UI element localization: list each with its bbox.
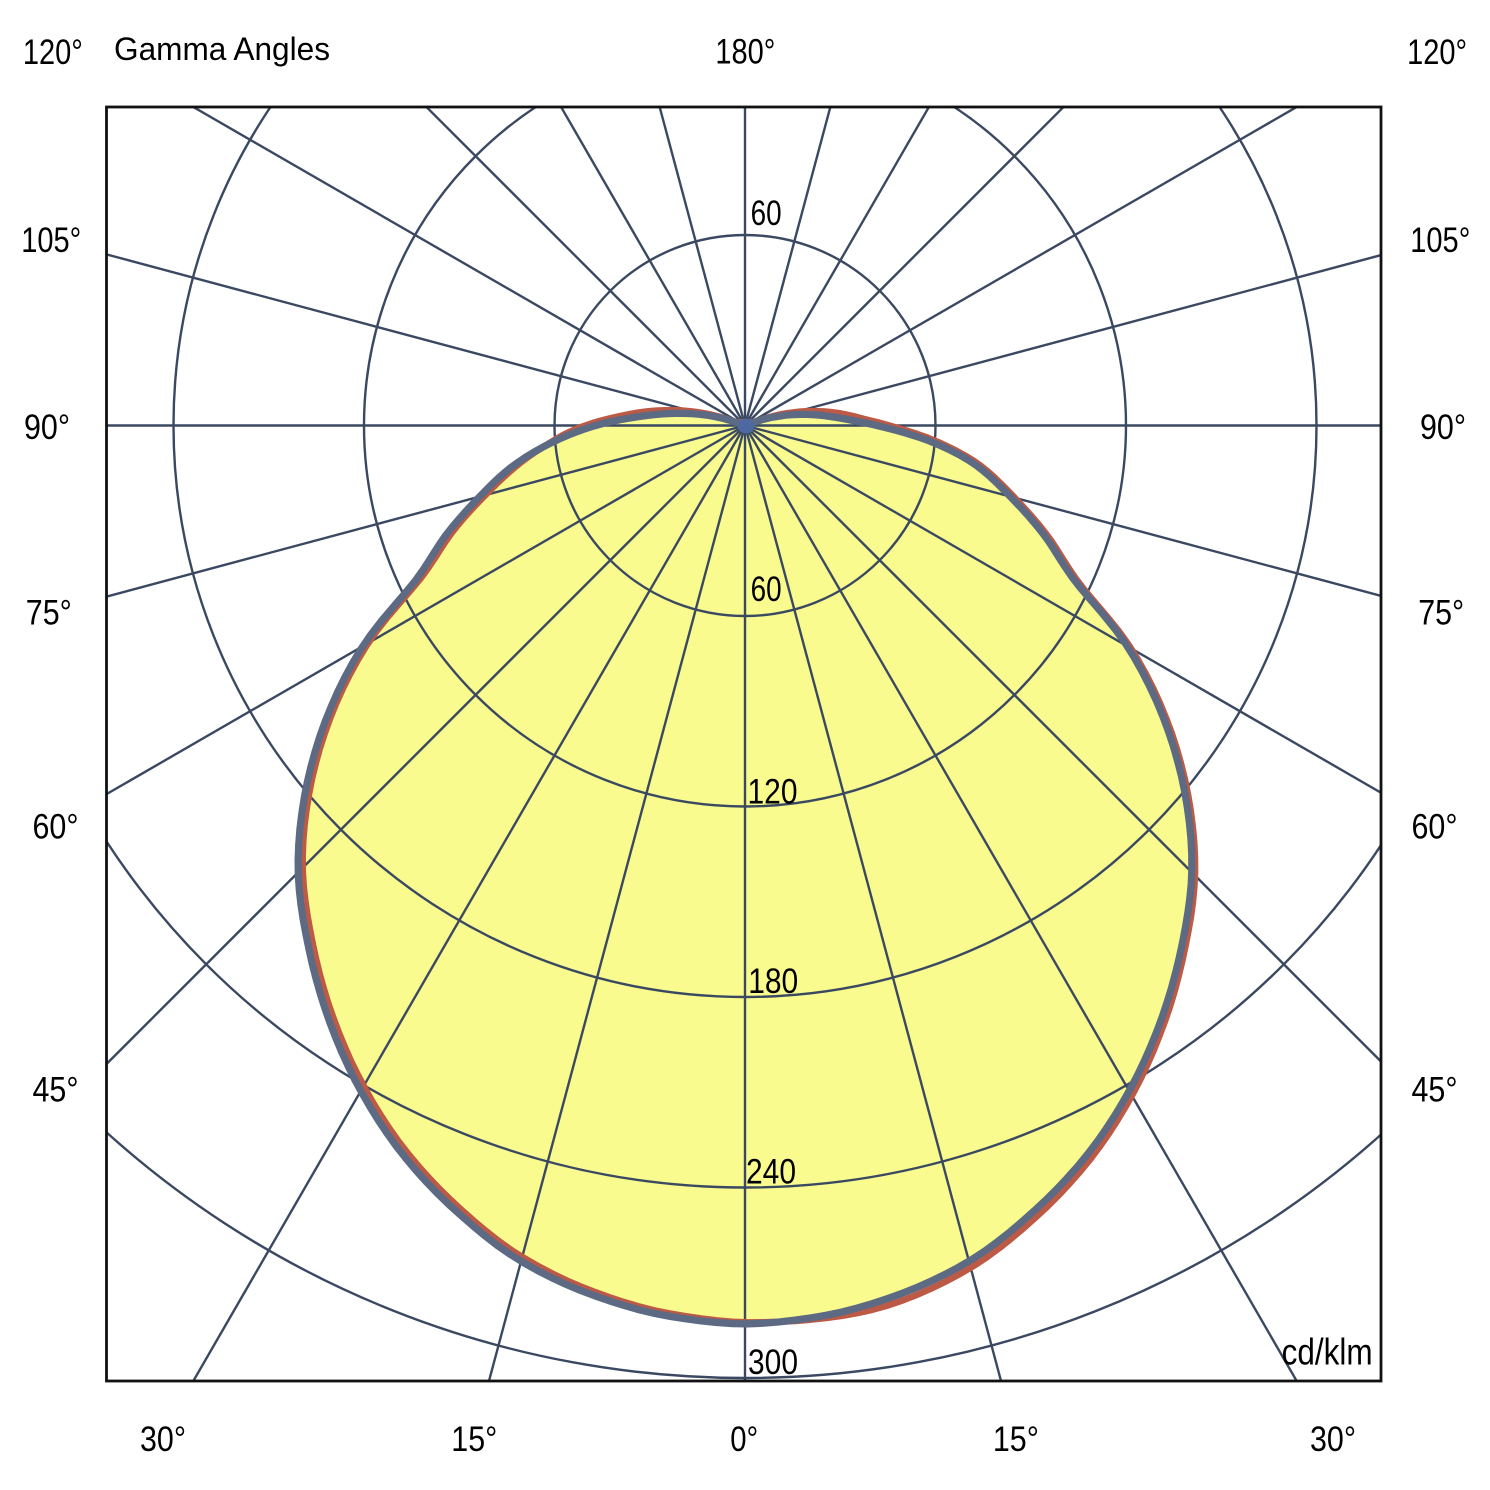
- svg-text:30°: 30°: [140, 1420, 186, 1459]
- svg-text:120°: 120°: [1407, 33, 1467, 72]
- svg-text:90°: 90°: [1420, 408, 1466, 447]
- svg-text:180: 180: [748, 962, 798, 1001]
- svg-text:300: 300: [748, 1343, 798, 1382]
- svg-text:120°: 120°: [23, 33, 83, 72]
- svg-text:30°: 30°: [1310, 1420, 1356, 1459]
- svg-text:105°: 105°: [21, 221, 81, 260]
- svg-text:60: 60: [751, 194, 782, 233]
- svg-text:0°: 0°: [730, 1420, 758, 1459]
- svg-text:60: 60: [751, 570, 782, 609]
- svg-text:45°: 45°: [33, 1071, 79, 1110]
- svg-text:15°: 15°: [993, 1420, 1039, 1459]
- svg-text:45°: 45°: [1412, 1071, 1458, 1110]
- svg-text:75°: 75°: [26, 594, 72, 633]
- svg-text:75°: 75°: [1418, 594, 1464, 633]
- svg-text:240: 240: [746, 1153, 796, 1192]
- svg-text:cd/klm: cd/klm: [1282, 1332, 1373, 1373]
- svg-text:90°: 90°: [24, 408, 70, 447]
- svg-text:60°: 60°: [1412, 808, 1458, 847]
- svg-text:105°: 105°: [1410, 221, 1470, 260]
- svg-text:120: 120: [748, 772, 798, 811]
- svg-text:15°: 15°: [451, 1420, 497, 1459]
- svg-text:Gamma Angles: Gamma Angles: [114, 31, 330, 67]
- svg-text:60°: 60°: [33, 808, 79, 847]
- svg-text:180°: 180°: [715, 33, 775, 72]
